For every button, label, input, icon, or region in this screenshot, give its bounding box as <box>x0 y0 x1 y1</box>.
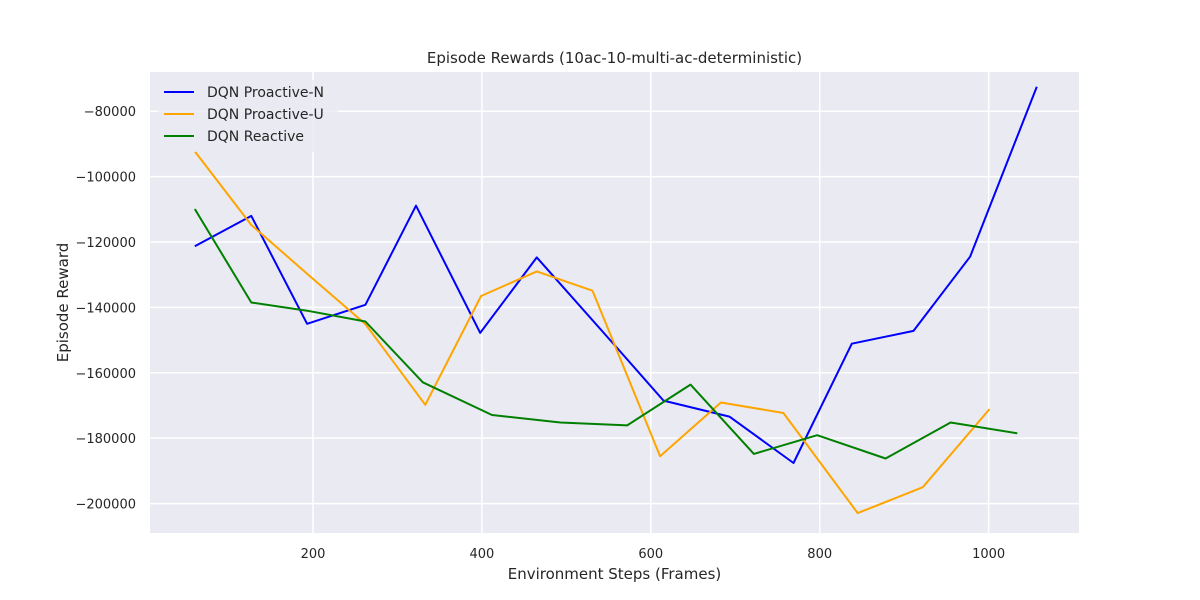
legend: DQN Proactive-N DQN Proactive-U DQN Reacti… <box>158 80 338 152</box>
series-line <box>193 208 1018 460</box>
legend-box <box>158 80 338 152</box>
y-tick-label: −160000 <box>75 367 136 382</box>
x-tick-label: 1000 <box>972 547 1005 562</box>
x-tick-label: 800 <box>807 547 832 562</box>
chart-title: Episode Rewards (10ac-10-multi-ac-determ… <box>427 49 802 67</box>
y-tick-label: −100000 <box>75 171 136 186</box>
y-tick-label: −80000 <box>84 105 136 120</box>
series-lines <box>193 86 1038 515</box>
y-tick-label: −140000 <box>75 301 136 316</box>
y-tick-label: −120000 <box>75 236 136 251</box>
y-tick-label: −200000 <box>75 498 136 513</box>
legend-label: DQN Proactive-U <box>207 107 324 123</box>
y-tick-labels: −200000 −180000 −160000 −140000 −120000 −1000… <box>75 105 136 512</box>
y-axis-label: Episode Reward <box>54 243 72 363</box>
legend-label: DQN Reactive <box>207 129 304 145</box>
x-axis-label: Environment Steps (Frames) <box>508 565 722 583</box>
x-tick-label: 200 <box>301 547 326 562</box>
legend-label: DQN Proactive-N <box>207 85 324 101</box>
y-tick-label: −180000 <box>75 432 136 447</box>
series-line <box>194 150 991 515</box>
x-tick-label: 600 <box>638 547 663 562</box>
x-tick-label: 400 <box>469 547 494 562</box>
x-tick-labels: 200 400 600 800 1000 <box>301 547 1006 562</box>
